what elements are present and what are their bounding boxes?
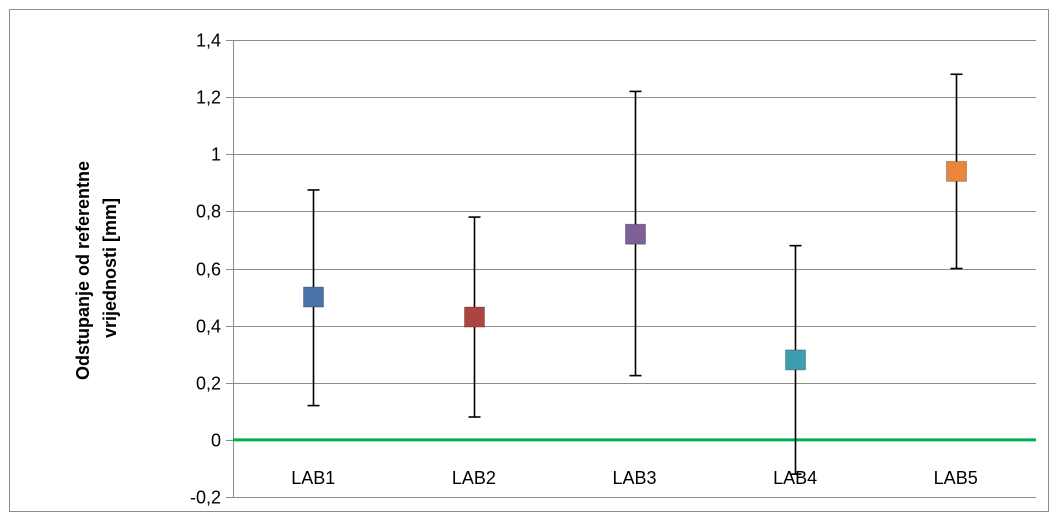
y-tick-label: -0,2 (190, 488, 221, 508)
y-tick-label: 1 (211, 145, 221, 165)
y-tick-labels: -0,2 0 0,2 0,4 0,6 0,8 1 1,2 1,4 (190, 31, 221, 508)
x-tick-labels: LAB1 LAB2 LAB3 LAB4 LAB5 (291, 468, 977, 488)
markers-layer (303, 160, 967, 371)
x-tick-label: LAB5 (934, 468, 978, 488)
data-point-marker (946, 160, 967, 182)
y-tick-label: 0,6 (196, 260, 221, 280)
y-axis-title-line-2: vrijednosti [mm] (100, 198, 120, 338)
error-bars-layer (307, 73, 963, 475)
y-axis-title-line-1: Odstupanje od referentne (73, 161, 93, 380)
x-tick-label: LAB4 (773, 468, 817, 488)
y-tick-label: 0,2 (196, 374, 221, 394)
x-tick-label: LAB3 (612, 468, 656, 488)
chart-frame (9, 9, 1049, 512)
y-axis-title: Odstupanje od referentne vrijednosti [mm… (73, 156, 120, 380)
data-point-marker (303, 286, 324, 308)
y-tick-label: 0,8 (196, 202, 221, 222)
grid-layer (226, 40, 1036, 498)
y-tick-label: 0 (211, 431, 221, 451)
data-point-marker (464, 306, 485, 328)
y-tick-label: 1,2 (196, 88, 221, 108)
y-tick-label: 1,4 (196, 31, 221, 51)
y-tick-label: 0,4 (196, 317, 221, 337)
data-point-marker (785, 349, 806, 371)
data-point-marker (625, 223, 646, 245)
x-tick-label: LAB2 (452, 468, 496, 488)
x-tick-label: LAB1 (291, 468, 335, 488)
